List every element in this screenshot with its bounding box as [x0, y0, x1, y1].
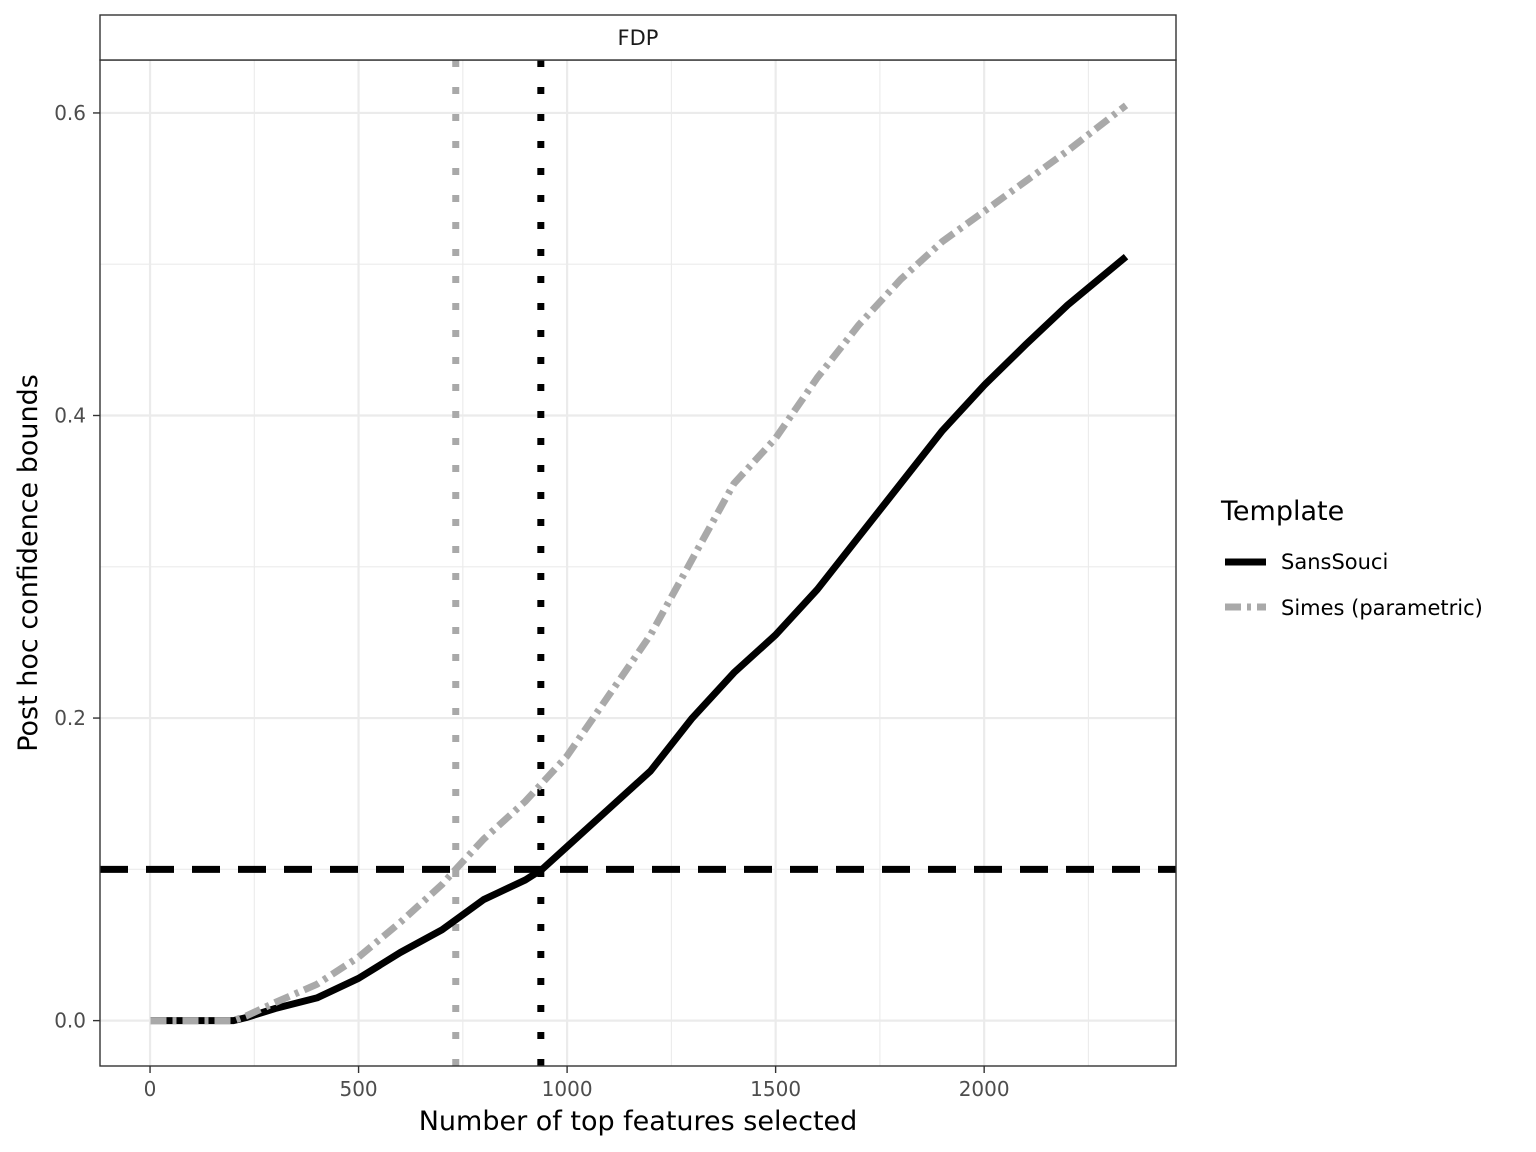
y-tick-label: 0.6	[54, 101, 86, 125]
x-axis: 0 500 1000 1500 2000	[144, 1066, 1010, 1101]
facet-strip: FDP	[99, 14, 1177, 61]
major-gridlines	[100, 60, 1176, 1066]
legend-entry-simes: Simes (parametric)	[1225, 596, 1483, 620]
reference-lines	[100, 60, 1176, 1066]
y-tick-label: 0.0	[54, 1009, 86, 1033]
y-tick-label: 0.2	[54, 706, 86, 730]
series-lines	[150, 102, 1129, 1025]
x-tick-label: 1000	[542, 1077, 593, 1101]
x-tick-label: 2000	[959, 1077, 1010, 1101]
legend: Template SansSouci Simes (parametric)	[1220, 496, 1483, 620]
minor-gridlines	[100, 60, 1176, 1066]
legend-entry-sanssouci: SansSouci	[1225, 550, 1388, 574]
x-tick-label: 500	[339, 1077, 377, 1101]
y-axis-title: Post hoc confidence bounds	[13, 374, 44, 752]
series-line-sanssouci	[150, 254, 1129, 1025]
legend-title: Template	[1220, 496, 1344, 527]
x-tick-label: 0	[144, 1077, 157, 1101]
y-axis: 0.0 0.2 0.4 0.6	[54, 101, 100, 1033]
facet-strip-label: FDP	[618, 26, 659, 50]
panel	[99, 59, 1177, 1067]
panel-background	[100, 60, 1176, 1066]
x-tick-label: 1500	[750, 1077, 801, 1101]
x-axis-title: Number of top features selected	[419, 1106, 858, 1137]
facet-strip-box	[99, 14, 1177, 61]
legend-label-simes: Simes (parametric)	[1281, 596, 1483, 620]
series-line-simes	[150, 102, 1129, 1025]
legend-label-sanssouci: SansSouci	[1281, 550, 1388, 574]
y-tick-label: 0.4	[54, 404, 86, 428]
